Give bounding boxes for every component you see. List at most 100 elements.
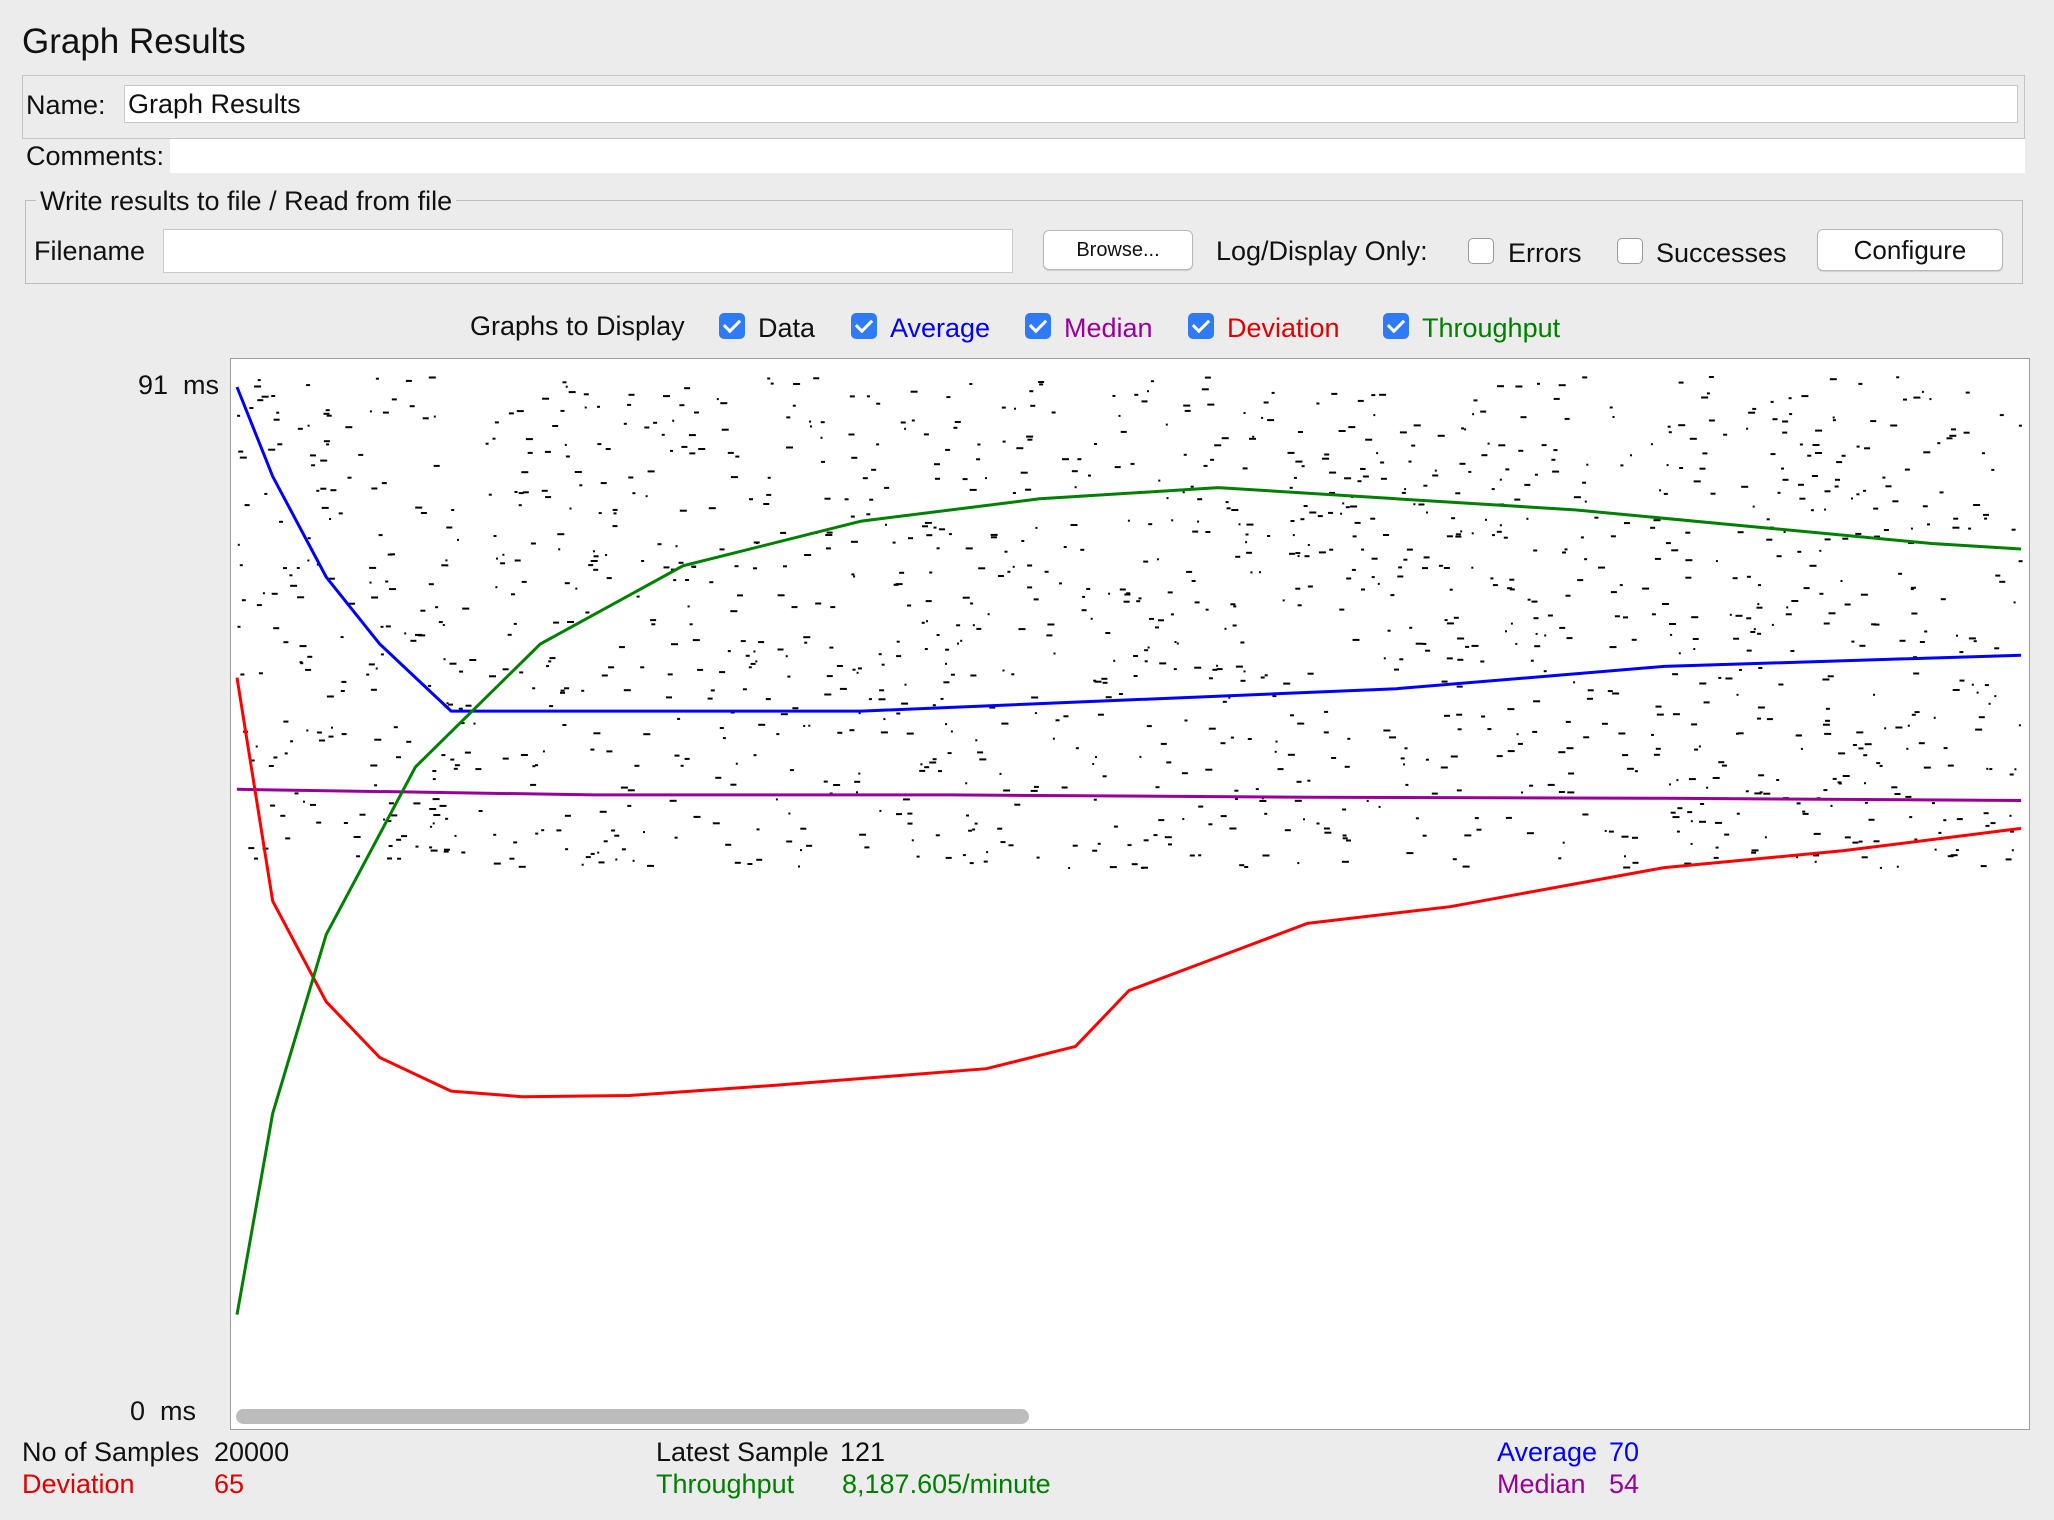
data-point bbox=[1736, 812, 1740, 815]
data-point bbox=[1491, 488, 1495, 491]
data-point bbox=[612, 508, 618, 511]
data-point bbox=[1480, 660, 1485, 663]
data-point bbox=[454, 764, 460, 767]
data-point bbox=[1842, 537, 1849, 540]
data-point bbox=[753, 567, 757, 570]
data-point bbox=[458, 707, 463, 710]
data-point bbox=[1667, 425, 1671, 428]
data-point bbox=[509, 857, 515, 860]
data-point bbox=[689, 452, 696, 455]
data-point bbox=[1259, 800, 1267, 802]
data-point bbox=[1715, 821, 1722, 824]
name-row-border bbox=[22, 75, 2025, 139]
data-point bbox=[1490, 577, 1494, 580]
data-point bbox=[758, 641, 765, 644]
data-point bbox=[999, 772, 1002, 775]
data-point bbox=[1736, 693, 1739, 696]
data-point bbox=[1426, 511, 1428, 514]
data-point bbox=[1666, 464, 1669, 467]
data-point bbox=[1746, 649, 1752, 652]
data-point bbox=[565, 848, 569, 851]
throughput-label: Throughput bbox=[656, 1469, 795, 1499]
data-point bbox=[316, 821, 322, 824]
data-point bbox=[945, 648, 950, 651]
data-point bbox=[261, 395, 269, 398]
data-point bbox=[932, 704, 936, 707]
samples-value: 20000 bbox=[214, 1437, 290, 1467]
data-point bbox=[1558, 384, 1566, 387]
data-point bbox=[1650, 443, 1653, 446]
configure-button[interactable]: Configure bbox=[1817, 229, 2003, 271]
data-point bbox=[1746, 617, 1752, 620]
data-point bbox=[904, 427, 907, 430]
data-point bbox=[786, 840, 793, 843]
toggle-data-checkbox[interactable] bbox=[719, 313, 745, 339]
data-point bbox=[719, 671, 726, 674]
data-point bbox=[1131, 863, 1138, 866]
data-point bbox=[1425, 649, 1431, 652]
data-point bbox=[1465, 645, 1470, 648]
data-point bbox=[950, 673, 955, 676]
comments-field[interactable] bbox=[170, 139, 2025, 173]
data-point bbox=[1362, 475, 1369, 478]
data-point bbox=[1238, 523, 1241, 526]
data-point bbox=[813, 377, 820, 380]
filename-field[interactable] bbox=[163, 229, 1013, 273]
data-point bbox=[978, 567, 986, 570]
data-point bbox=[257, 379, 261, 382]
data-point bbox=[643, 831, 645, 834]
data-point bbox=[651, 623, 656, 626]
data-point bbox=[899, 571, 905, 574]
toggle-average-checkbox[interactable] bbox=[851, 313, 877, 339]
data-point bbox=[1127, 844, 1132, 847]
data-point bbox=[285, 837, 291, 840]
data-point bbox=[1999, 414, 2004, 417]
data-point bbox=[1422, 642, 1427, 645]
data-point bbox=[730, 610, 738, 613]
data-point bbox=[340, 636, 344, 639]
data-point bbox=[1811, 475, 1818, 477]
data-point bbox=[1242, 467, 1248, 470]
data-point bbox=[715, 776, 722, 779]
data-point bbox=[1231, 509, 1239, 511]
data-point bbox=[1052, 737, 1055, 740]
toggle-deviation-checkbox[interactable] bbox=[1188, 313, 1214, 339]
data-point bbox=[294, 792, 299, 795]
data-point bbox=[238, 450, 244, 453]
data-point bbox=[1303, 818, 1305, 821]
data-point bbox=[1517, 742, 1523, 745]
data-point bbox=[1324, 710, 1329, 713]
data-point bbox=[258, 672, 263, 675]
data-point bbox=[786, 416, 791, 419]
data-point bbox=[345, 426, 353, 429]
data-point bbox=[495, 586, 498, 589]
data-point bbox=[1757, 603, 1760, 606]
browse-button[interactable]: Browse... bbox=[1043, 230, 1193, 270]
data-point bbox=[1764, 836, 1767, 839]
data-point bbox=[1394, 668, 1399, 671]
data-point bbox=[1342, 834, 1347, 837]
horizontal-scrollbar-thumb[interactable] bbox=[236, 1409, 1029, 1424]
data-point bbox=[1651, 613, 1656, 616]
data-point bbox=[1910, 586, 1916, 589]
data-point bbox=[1809, 564, 1817, 567]
data-point bbox=[1558, 751, 1566, 754]
data-point bbox=[1822, 723, 1830, 726]
toggle-median-checkbox[interactable] bbox=[1025, 313, 1051, 339]
data-point bbox=[670, 568, 675, 571]
data-point bbox=[1620, 464, 1624, 467]
data-point bbox=[1665, 542, 1671, 545]
data-point bbox=[707, 697, 713, 700]
name-field[interactable]: Graph Results bbox=[124, 85, 2018, 123]
data-point bbox=[997, 575, 1004, 577]
data-point bbox=[730, 476, 738, 479]
successes-checkbox[interactable] bbox=[1617, 238, 1643, 264]
data-point bbox=[1503, 536, 1508, 539]
data-point bbox=[1171, 519, 1174, 522]
data-point bbox=[1063, 715, 1069, 718]
data-point bbox=[1530, 659, 1534, 662]
data-point bbox=[1259, 571, 1261, 574]
data-point bbox=[1453, 616, 1459, 619]
toggle-throughput-checkbox[interactable] bbox=[1383, 313, 1409, 339]
errors-checkbox[interactable] bbox=[1468, 238, 1494, 264]
